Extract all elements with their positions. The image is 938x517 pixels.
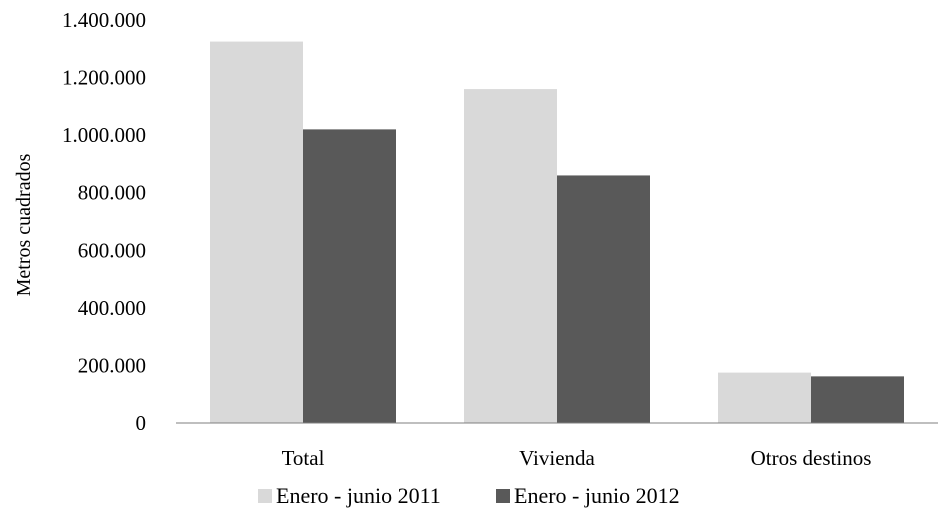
y-tick-label: 800.000: [78, 181, 146, 205]
category-labels: Total Vivienda Otros destinos: [282, 446, 872, 470]
legend-label-2011: Enero - junio 2011: [276, 483, 441, 508]
y-tick-label: 1.200.000: [62, 66, 146, 90]
x-category-label: Total: [282, 446, 325, 470]
legend-swatch-2011: [258, 489, 272, 503]
legend: Enero - junio 2011 Enero - junio 2012: [258, 483, 680, 508]
x-category-label: Otros destinos: [751, 446, 872, 470]
bar-2012-otros-destinos: [811, 376, 904, 423]
y-tick-label: 1.000.000: [62, 123, 146, 147]
y-tick-label: 0: [136, 411, 147, 435]
bars: [210, 41, 904, 423]
bar-2012-total: [303, 129, 396, 423]
y-axis-title: Metros cuadrados: [13, 153, 35, 296]
legend-swatch-2012: [496, 489, 510, 503]
legend-label-2012: Enero - junio 2012: [514, 483, 680, 508]
y-axis-ticks: 0 200.000 400.000 600.000 800.000 1.000.000 1.…: [62, 8, 146, 435]
x-category-label: Vivienda: [519, 446, 595, 470]
bar-2012-vivienda: [557, 175, 650, 423]
y-tick-label: 200.000: [78, 353, 146, 377]
bar-2011-total: [210, 41, 303, 423]
bar-2011-otros-destinos: [718, 372, 811, 423]
y-tick-label: 1.400.000: [62, 8, 146, 32]
bar-2011-vivienda: [464, 89, 557, 423]
y-tick-label: 600.000: [78, 238, 146, 262]
y-tick-label: 400.000: [78, 296, 146, 320]
